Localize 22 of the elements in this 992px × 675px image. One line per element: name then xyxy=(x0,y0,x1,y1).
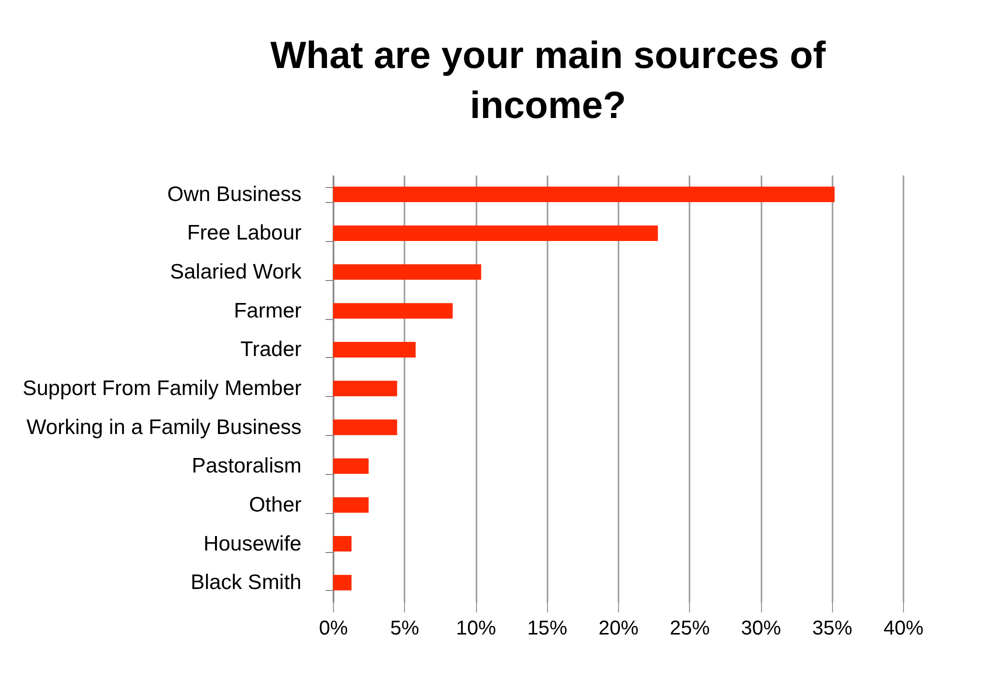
y-tick-label: Working in a Family Business xyxy=(26,416,302,439)
x-tick-label: 0% xyxy=(319,618,348,640)
y-tick-label: Black Smith xyxy=(190,571,302,594)
text: What are your main sources of xyxy=(270,35,826,77)
y-tick-label: Salaried Work xyxy=(170,260,302,284)
y-tick-label: Other xyxy=(248,493,302,516)
y-tick-label: Free Labour xyxy=(187,222,302,245)
x-tick-label: 25% xyxy=(670,618,710,640)
x-tick-label: 5% xyxy=(390,618,420,640)
x-tick-label: 35% xyxy=(812,618,852,640)
y-tick-label: Housewife xyxy=(203,532,302,556)
y-tick-label: Trader xyxy=(240,338,302,362)
y-tick-label: Own Business xyxy=(167,182,302,206)
x-tick-label: 10% xyxy=(456,618,496,640)
text: income? xyxy=(470,85,626,127)
x-tick-label: 20% xyxy=(598,618,639,640)
x-tick-label: 15% xyxy=(527,618,568,640)
x-tick-label: 30% xyxy=(740,618,782,640)
y-tick-label: Support From Family Member xyxy=(22,377,302,400)
y-tick-label: Farmer xyxy=(234,299,302,322)
y-tick-label: Pastoralism xyxy=(192,454,302,478)
x-tick-label: 40% xyxy=(883,618,924,640)
